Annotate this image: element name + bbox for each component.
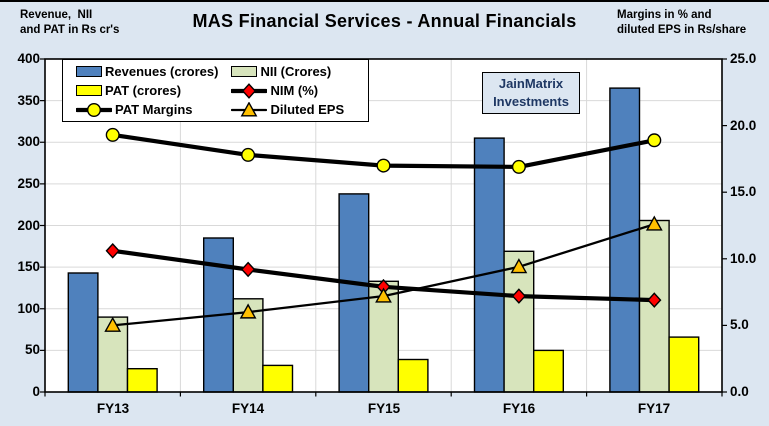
legend-marker-nim <box>242 82 257 99</box>
y-axis-tick-left: 350 <box>17 93 40 108</box>
marker-diluted-eps-FY17 <box>645 215 663 231</box>
marker-nim-FY17 <box>647 292 662 308</box>
marker-diluted-eps-FY16 <box>510 258 528 274</box>
chart-title: MAS Financial Services - Annual Financia… <box>192 11 577 31</box>
x-axis-label-FY14: FY14 <box>231 401 265 416</box>
x-axis-label-FY15: FY15 <box>367 401 401 416</box>
watermark-line1: JainMatrix <box>498 76 564 91</box>
y-axis-tick-left: 0 <box>32 384 40 399</box>
left-axis-title: Revenue, NII and PAT in Rs cr's <box>20 8 119 38</box>
y-axis-tick-left: 300 <box>17 134 40 149</box>
legend-swatch-revenues-crores <box>76 66 102 77</box>
marker-diluted-eps-FY13 <box>104 316 122 332</box>
y-axis-tick-left: 250 <box>17 176 40 191</box>
y-axis-tick-right: 15.0 <box>730 184 757 199</box>
x-axis-label-FY16: FY16 <box>502 401 536 416</box>
y-axis-tick-right: 20.0 <box>730 118 757 133</box>
marker-pat-margins-FY13 <box>105 127 120 142</box>
marker-diluted-eps-FY14 <box>239 303 257 319</box>
bar-revenues-crores-FY17 <box>609 87 641 393</box>
bar-revenues-crores-FY15 <box>338 193 370 393</box>
marker-nim-FY16 <box>511 288 527 304</box>
legend-label-pat-margins: PAT Margins <box>115 102 193 117</box>
bar-nii-crores-FY16 <box>503 250 535 393</box>
legend-item-diluted-eps: Diluted EPS <box>218 101 368 118</box>
bar-pat-crores-FY17 <box>668 336 700 393</box>
bar-revenues-crores-FY16 <box>473 137 505 393</box>
bar-nii-crores-FY17 <box>638 219 670 393</box>
legend-item-nii-crores: NII (Crores) <box>218 64 368 79</box>
y-axis-tick-left: 100 <box>17 301 40 316</box>
y-axis-tick-left: 400 <box>17 51 40 66</box>
legend-swatch-nii-crores <box>231 66 258 77</box>
right-axis-title-line2: diluted EPS in Rs/share <box>617 24 747 36</box>
x-axis-label-FY13: FY13 <box>96 401 130 416</box>
right-axis-title-line1: Margins in % and <box>617 9 712 21</box>
bar-revenues-crores-FY13 <box>67 272 99 393</box>
legend-swatch-pat-margins <box>76 102 112 117</box>
y-axis-tick-left: 150 <box>17 259 40 274</box>
legend-marker-diluted-eps <box>241 101 258 116</box>
marker-pat-margins-FY14 <box>241 147 256 162</box>
legend-item-revenues-crores: Revenues (crores) <box>63 64 218 79</box>
y-axis-tick-right: 0.0 <box>730 384 749 399</box>
right-axis-title: Margins in % and diluted EPS in Rs/share <box>617 8 746 38</box>
x-axis-label-FY17: FY17 <box>637 401 671 416</box>
y-axis-tick-right: 10.0 <box>730 251 757 266</box>
legend-label-revenues-crores: Revenues (crores) <box>105 64 219 79</box>
bar-pat-crores-FY13 <box>126 368 158 393</box>
legend-item-pat-crores: PAT (crores) <box>63 83 218 98</box>
bar-pat-crores-FY14 <box>262 364 294 393</box>
y-axis-tick-right: 25.0 <box>730 51 757 66</box>
legend-item-nim: NIM (%) <box>218 82 368 99</box>
bar-pat-crores-FY15 <box>397 358 429 393</box>
legend-label-pat-crores: PAT (crores) <box>105 83 182 98</box>
watermark-box: JainMatrix Investments <box>482 72 580 114</box>
legend: Revenues (crores) NII (Crores) PAT (crores… <box>62 59 369 122</box>
marker-nim-FY13 <box>105 242 120 259</box>
legend-marker-pat-margins <box>86 102 102 117</box>
watermark-line2: Investments <box>493 94 569 109</box>
bar-pat-crores-FY16 <box>533 349 565 393</box>
marker-pat-margins-FY16 <box>511 159 526 174</box>
legend-label-diluted-eps: Diluted EPS <box>270 102 345 117</box>
legend-swatch-nim <box>231 82 268 99</box>
legend-label-nii-crores: NII (Crores) <box>260 64 332 79</box>
y-axis-tick-left: 50 <box>24 342 40 357</box>
legend-label-nim: NIM (%) <box>270 83 319 98</box>
marker-diluted-eps-FY15 <box>375 287 392 303</box>
marker-nim-FY14 <box>240 261 256 278</box>
legend-swatch-diluted-eps <box>231 101 268 116</box>
legend-item-pat-margins: PAT Margins <box>63 102 218 118</box>
y-axis-tick-right: 5.0 <box>730 317 749 332</box>
left-axis-title-line2: and PAT in Rs cr's <box>20 24 120 36</box>
legend-swatch-pat-crores <box>76 85 102 96</box>
marker-pat-margins-FY15 <box>376 158 391 173</box>
left-axis-title-line1: Revenue, NII <box>20 9 93 21</box>
y-axis-tick-left: 200 <box>17 218 40 233</box>
marker-pat-margins-FY17 <box>647 133 662 148</box>
